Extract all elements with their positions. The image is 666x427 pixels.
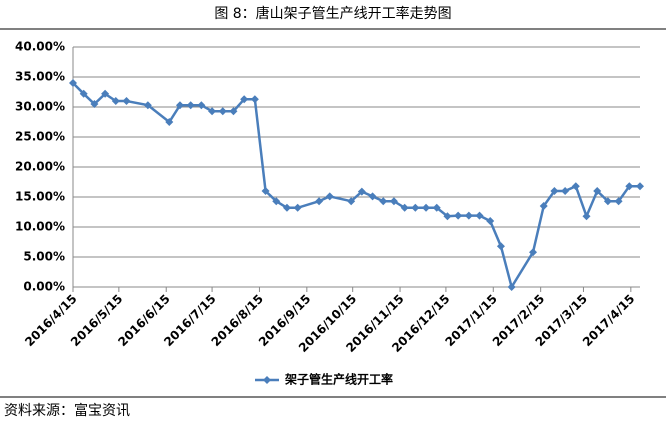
marker	[368, 192, 377, 201]
marker	[357, 187, 366, 196]
y-tick-label: 40.00%	[15, 40, 65, 54]
y-tick-label: 0.00%	[23, 280, 65, 294]
marker	[165, 118, 174, 126]
marker	[614, 197, 623, 206]
marker	[486, 217, 495, 225]
marker	[143, 101, 152, 110]
marker	[432, 203, 441, 212]
y-tick-label: 25.00%	[15, 130, 65, 144]
line	[72, 82, 640, 291]
marker	[582, 212, 591, 221]
marker	[347, 197, 356, 206]
marker	[389, 197, 398, 206]
marker	[261, 187, 270, 195]
marker	[561, 187, 570, 195]
marker	[79, 89, 88, 98]
marker	[400, 203, 409, 212]
marker	[229, 107, 238, 116]
marker	[454, 211, 463, 220]
marker	[240, 95, 249, 104]
marker	[90, 100, 99, 108]
marker	[175, 101, 184, 110]
marker	[475, 211, 484, 220]
marker	[529, 248, 538, 257]
y-tick-label: 10.00%	[15, 220, 65, 234]
marker	[507, 283, 516, 291]
marker	[272, 197, 281, 206]
y-tick-label: 20.00%	[15, 160, 65, 174]
marker	[111, 97, 120, 105]
marker	[496, 242, 505, 251]
marker	[411, 203, 420, 212]
marker	[539, 202, 548, 210]
marker	[593, 187, 602, 195]
legend-label: 架子管生产线开工率	[284, 372, 393, 387]
marker	[636, 182, 644, 191]
marker	[625, 182, 634, 191]
marker	[186, 101, 195, 110]
marker	[603, 197, 612, 206]
y-tick-label: 15.00%	[15, 190, 65, 204]
marker	[122, 97, 131, 105]
chart-title: 图 8：唐山架子管生产线开工率走势图	[214, 5, 451, 22]
y-tick-label: 5.00%	[23, 250, 65, 264]
marker	[293, 203, 302, 212]
marker	[282, 203, 291, 212]
marker	[571, 182, 580, 191]
marker	[315, 197, 324, 206]
marker	[69, 79, 77, 87]
marker	[250, 95, 259, 104]
marker	[422, 203, 431, 212]
marker	[197, 101, 206, 110]
marker	[325, 192, 334, 201]
marker	[443, 212, 452, 221]
marker	[218, 107, 227, 116]
y-tick-label: 35.00%	[15, 70, 65, 84]
marker	[101, 89, 110, 98]
legend-marker	[263, 376, 271, 384]
marker	[208, 107, 217, 116]
y-tick-label: 30.00%	[15, 100, 65, 114]
marker	[379, 197, 388, 206]
marker	[464, 211, 473, 220]
source: 资料来源：富宝资讯	[4, 402, 130, 419]
marker	[550, 187, 559, 195]
